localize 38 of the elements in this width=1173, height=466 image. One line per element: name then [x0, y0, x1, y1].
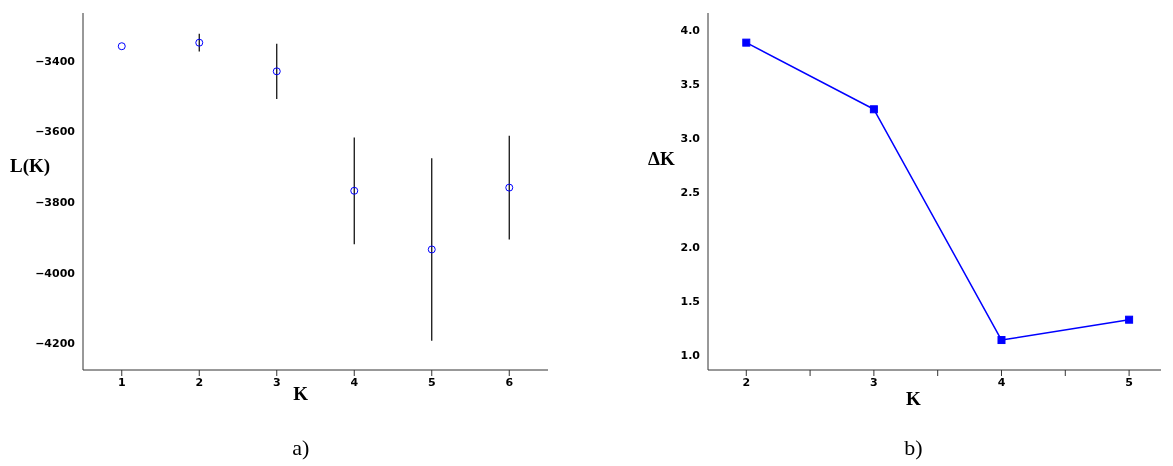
y-tick-label: −3600	[35, 125, 76, 139]
x-tick-label: 1	[117, 375, 126, 389]
x-tick-label: 4	[997, 375, 1006, 389]
x-tick-label: 3	[272, 375, 281, 389]
point	[505, 183, 514, 192]
point	[742, 38, 751, 47]
y-tick-label: 2.0	[680, 240, 701, 254]
y-tick-label: −4000	[35, 266, 76, 280]
y-tick-label: 4.0	[680, 24, 701, 38]
y-axis-title: ΔK	[648, 148, 675, 170]
x-tick-label: 2	[195, 375, 204, 389]
x-tick-label: 6	[505, 375, 514, 389]
point	[195, 38, 204, 47]
y-tick-label: 1.5	[680, 294, 700, 308]
y-tick-label: −3800	[35, 196, 76, 210]
point	[997, 336, 1006, 345]
x-tick-label: 4	[350, 375, 359, 389]
point	[117, 42, 126, 51]
y-tick-label: 3.5	[680, 78, 700, 92]
point	[427, 245, 436, 254]
x-tick-label: 3	[870, 375, 878, 389]
x-tick-label: 5	[427, 375, 436, 389]
x-axis-title: K	[905, 388, 922, 410]
text: b)	[903, 435, 924, 461]
x-tick-label: 2	[742, 375, 751, 389]
text: a)	[291, 435, 311, 461]
y-tick-label: 1.0	[680, 348, 701, 362]
y-tick-label: −4200	[35, 337, 76, 351]
point	[350, 186, 359, 195]
y-axis-title: L(K)	[10, 155, 51, 177]
x-axis-title: K	[293, 383, 309, 404]
point	[869, 105, 878, 114]
x-tick-label: 5	[1125, 375, 1133, 389]
y-tick-label: −3400	[35, 54, 76, 68]
y-tick-label: 2.5	[680, 186, 700, 200]
point	[272, 67, 281, 76]
y-tick-label: 3.0	[680, 132, 701, 146]
point	[1125, 315, 1134, 324]
